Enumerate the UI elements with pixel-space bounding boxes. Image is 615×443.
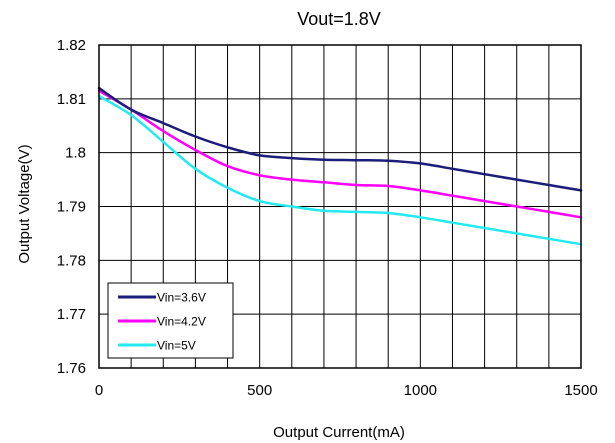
y-tick-label: 1.76	[57, 360, 86, 377]
plot-frame	[98, 44, 582, 369]
x-tick-label: 1000	[404, 382, 437, 399]
tick-labels: 0 500 1000 1500 1.76 1.77 1.78 1.79 1.8 1.81 1.82	[57, 37, 598, 399]
legend: Vin=3.6V Vin=4.2V Vin=5V	[107, 282, 234, 359]
x-tick-label: 500	[247, 382, 272, 399]
legend-label: Vin=5V	[157, 339, 196, 353]
series-line-vin-5v	[97, 94, 583, 246]
y-tick-label: 1.82	[57, 37, 86, 54]
y-tick-label: 1.8	[65, 145, 86, 162]
y-tick-label: 1.79	[57, 199, 86, 216]
x-tick-label: 0	[95, 382, 103, 399]
legend-label: Vin=3.6V	[157, 291, 206, 305]
series-line-vin-3-6v	[97, 86, 583, 192]
series-line-vin-4-2v	[97, 89, 583, 219]
y-tick-label: 1.77	[57, 306, 86, 323]
chart-title: Vout=1.8V	[297, 9, 381, 29]
series-layer	[97, 86, 583, 246]
y-tick-label: 1.81	[57, 91, 86, 108]
x-axis-label: Output Current(mA)	[273, 424, 405, 441]
y-tick-label: 1.78	[57, 252, 86, 269]
x-tick-label: 1500	[564, 382, 597, 399]
y-axis-label: Output Voltage(V)	[16, 144, 33, 263]
legend-label: Vin=4.2V	[157, 315, 206, 329]
